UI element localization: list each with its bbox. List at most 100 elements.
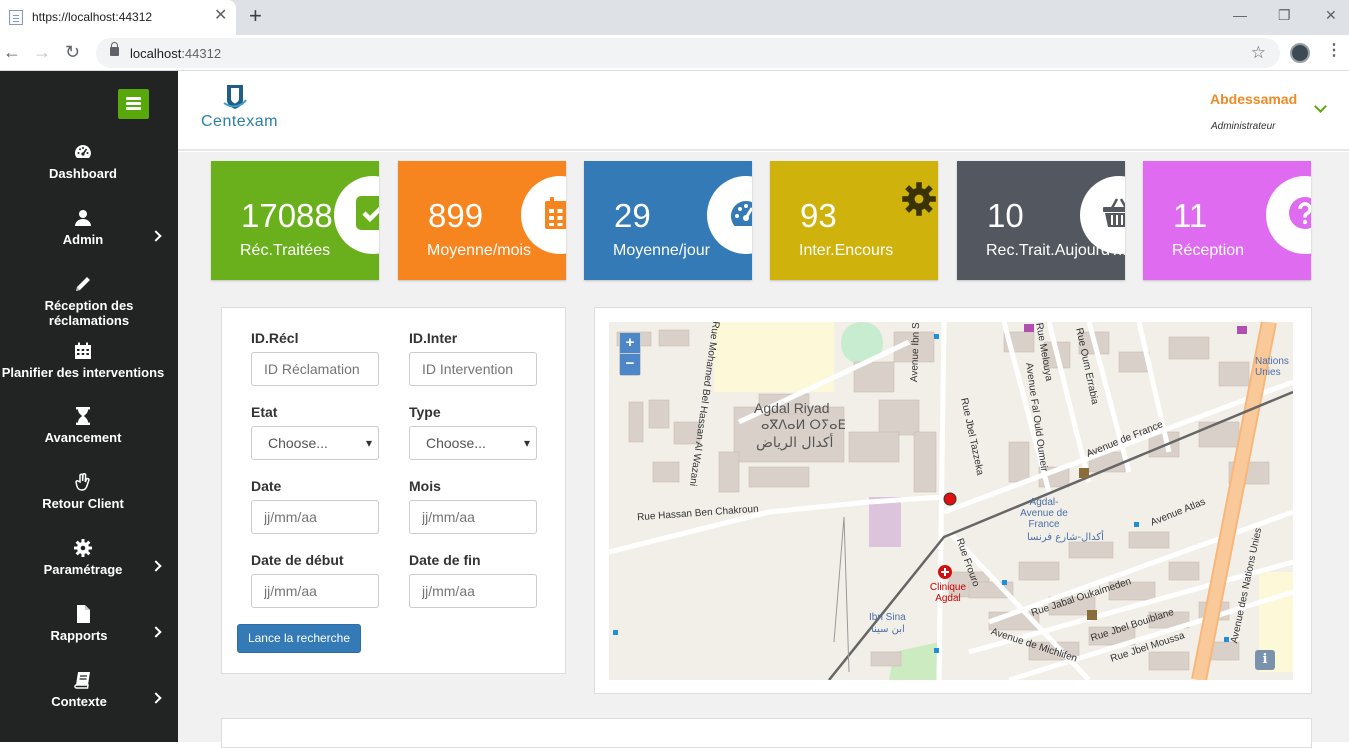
restore-button[interactable]: ❐ [1278, 7, 1291, 23]
stat-card-moyenne-mois[interactable]: 899 Moyenne/mois [398, 161, 566, 280]
logo-icon[interactable] [222, 83, 248, 111]
sidebar-item-dashboard[interactable]: Dashboard [0, 142, 178, 202]
stat-card-traitees[interactable]: 17088 Réc.Traitées [211, 161, 379, 280]
sidebar-item-parametrage[interactable]: Paramétrage [0, 538, 178, 598]
stat-label: Inter.Encours [799, 242, 894, 259]
date-input[interactable] [251, 500, 379, 534]
id-reclamation-input[interactable] [251, 352, 379, 386]
map-label-district-tifinagh: ⴰⴳⴷⴰⵍ ⵔⵢⴰⴹ [761, 418, 846, 433]
stat-value: 17088 [241, 197, 333, 234]
stat-icon-circle [334, 176, 379, 254]
browser-tab-strip: https://localhost:44312 ✕ + — ❐ ✕ [0, 0, 1349, 35]
sidebar-item-contexte[interactable]: Contexte [0, 670, 178, 730]
dashboard-icon [75, 145, 91, 158]
map-label-agdal-arabic: أكدال-شارع فرنسا [1027, 532, 1104, 543]
etat-select[interactable]: Choose... [251, 426, 379, 460]
stat-value: 899 [428, 197, 484, 234]
zoom-in-button[interactable]: + [620, 333, 640, 354]
sidebar-item-label: Contexte [51, 694, 107, 709]
mois-label: Mois [409, 478, 441, 494]
menu-toggle-button[interactable] [118, 89, 149, 119]
map-label-district: Agdal Riyad [754, 400, 830, 416]
gear-icon [902, 182, 936, 216]
question-icon [1289, 197, 1311, 229]
stat-card-inter-encours[interactable]: 93 Inter.Encours [770, 161, 938, 280]
type-label: Type [409, 404, 441, 420]
mois-input[interactable] [409, 500, 537, 534]
sidebar-item-retour-client[interactable]: Retour Client [0, 472, 178, 532]
date-fin-label: Date de fin [409, 552, 481, 568]
new-tab-button[interactable]: + [249, 3, 262, 28]
stat-value: 11 [1173, 197, 1208, 234]
sidebar-item-label: Retour Client [42, 496, 124, 511]
book-icon [74, 672, 90, 689]
address-bar[interactable]: localhost:44312 ☆ [96, 38, 1280, 68]
user-name[interactable]: Abdessamad [1210, 91, 1298, 107]
sidebar-item-label: Dashboard [49, 166, 117, 181]
map-view[interactable]: Agdal Riyad ⴰⴳⴷⴰⵍ ⵔⵢⴰⴹ أكدال الرياض Rue … [609, 322, 1293, 680]
etat-label: Etat [251, 404, 278, 420]
map-label-nations-partial: Nations Unies [1255, 356, 1289, 378]
hourglass-icon [76, 407, 90, 425]
sidebar: Dashboard Admin Réception des réclamatio… [0, 71, 178, 742]
stat-label: Moyenne/jour [613, 242, 710, 259]
sidebar-item-label: Paramétrage [43, 562, 123, 577]
sidebar-item-label: Réception des réclamations [44, 298, 134, 328]
logo-text[interactable]: Centexam [201, 113, 278, 130]
dashboard-icon [731, 201, 752, 226]
date-debut-label: Date de début [251, 552, 344, 568]
tab-close-icon[interactable]: ✕ [214, 7, 228, 24]
gear-icon [74, 539, 92, 557]
browser-tab[interactable]: https://localhost:44312 ✕ [0, 0, 236, 35]
stat-card-moyenne-jour[interactable]: 29 Moyenne/jour [584, 161, 752, 280]
back-arrow-icon[interactable]: ← [3, 42, 21, 62]
zoom-out-button[interactable]: − [620, 354, 640, 375]
map-tiles[interactable] [609, 322, 1293, 680]
sidebar-item-planifier[interactable]: Planifier des interventions [0, 341, 178, 401]
map-panel: Agdal Riyad ⴰⴳⴷⴰⵍ ⵔⵢⴰⴹ أكدال الرياض Rue … [594, 307, 1312, 694]
tab-title: https://localhost:44312 [32, 10, 153, 24]
date-debut-input[interactable] [251, 574, 379, 608]
stat-value: 10 [987, 197, 1024, 234]
lock-icon[interactable] [110, 42, 119, 56]
stat-label: Réception [1172, 242, 1245, 259]
url-text: localhost:44312 [130, 46, 222, 61]
minimize-button[interactable]: — [1233, 7, 1247, 23]
app-header: Centexam Abdessamad Administrateur [178, 71, 1349, 151]
profile-avatar[interactable] [1290, 43, 1310, 63]
reload-icon[interactable]: ↻ [65, 42, 81, 62]
stat-card-reception[interactable]: 11 Réception [1143, 161, 1311, 280]
bottom-panel [221, 718, 1312, 748]
user-role: Administrateur [1211, 121, 1276, 132]
close-window-button[interactable]: ✕ [1325, 7, 1337, 23]
sidebar-item-avancement[interactable]: Avancement [0, 406, 178, 466]
browser-menu-icon[interactable]: ⋮ [1326, 42, 1342, 59]
date-label: Date [251, 478, 282, 494]
calendar-icon [545, 197, 566, 229]
check-icon [356, 196, 379, 230]
chevron-down-icon[interactable] [1314, 100, 1327, 113]
bookmark-star-icon[interactable]: ☆ [1250, 43, 1266, 62]
stat-icon-circle [1266, 176, 1311, 254]
sidebar-item-rapports[interactable]: Rapports [0, 604, 178, 664]
map-label-district-arabic: أكدال الرياض [756, 435, 834, 451]
stat-label: Rec.Trait.Aujourd'hui [986, 242, 1125, 259]
search-button[interactable]: Lance la recherche [237, 624, 361, 653]
id-intervention-input[interactable] [409, 352, 537, 386]
sidebar-item-label: Admin [62, 232, 104, 247]
map-label-agdal-avenue: Agdal-Avenue de France [1020, 497, 1068, 530]
sidebar-item-reception[interactable]: Réception des réclamations [0, 274, 178, 334]
sidebar-item-label: Avancement [44, 430, 122, 445]
basket-icon [1103, 198, 1125, 227]
search-form: ID.Récl ID.Inter Etat Choose... Type Cho… [221, 307, 566, 674]
pencil-icon [76, 277, 90, 291]
page-favicon-icon [9, 10, 23, 25]
map-label-ibn-sina-arabic: ابن سينا [871, 624, 905, 635]
date-fin-input[interactable] [409, 574, 537, 608]
stat-card-rec-trait-aujourdhui[interactable]: 10 Rec.Trait.Aujourd'hui [957, 161, 1125, 280]
browser-toolbar: ← → ↻ localhost:44312 ☆ ⋮ [0, 35, 1349, 71]
type-select[interactable]: Choose... [409, 426, 537, 460]
forward-arrow-icon[interactable]: → [33, 42, 51, 62]
map-info-icon[interactable]: i [1255, 650, 1275, 670]
sidebar-item-admin[interactable]: Admin [0, 208, 178, 268]
